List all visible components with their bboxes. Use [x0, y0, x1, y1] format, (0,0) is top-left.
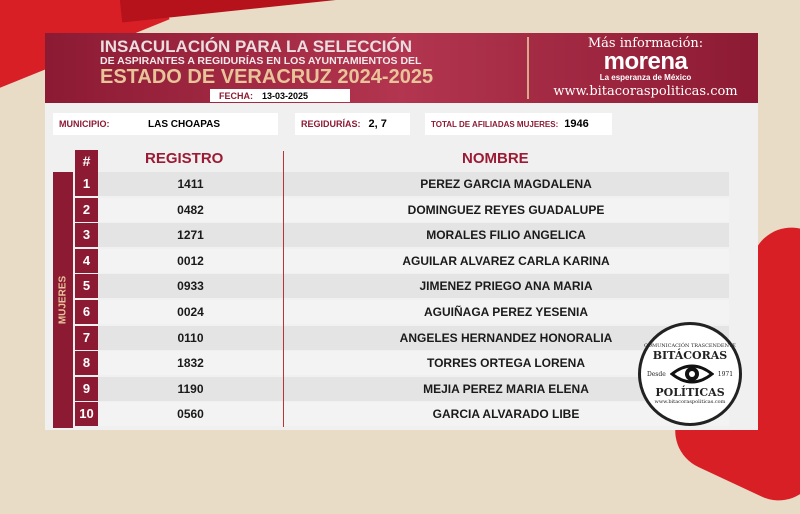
col-header-registro: REGISTRO: [145, 150, 224, 167]
row-nombre: GARCIA ALVARADO LIBE: [432, 407, 580, 422]
row-nombre: MORALES FILIO ANGELICA: [426, 228, 586, 243]
table-row: 6 0024 AGUIÑAGA PEREZ YESENIA: [75, 300, 729, 324]
row-number: 8: [75, 351, 98, 376]
row-nombre: AGUILAR ALVAREZ CARLA KARINA: [402, 253, 610, 268]
row-number: 7: [75, 325, 98, 350]
municipio-box: MUNICIPIO: LAS CHOAPAS: [53, 113, 278, 135]
bitacoras-seal-logo: COMUNICACIÓN TRASCENDENTE BITÁCORAS Desd…: [638, 322, 742, 426]
col-header-num: #: [75, 150, 98, 172]
column-divider: [283, 151, 284, 427]
row-number: 9: [75, 376, 98, 401]
seal-web: www.bitacoraspoliticas.com: [654, 399, 726, 405]
municipio-value: LAS CHOAPAS: [148, 118, 221, 130]
table-row: 1 1411 PEREZ GARCIA MAGDALENA: [75, 172, 729, 196]
row-registro: 0012: [177, 253, 204, 268]
table-row: 3 1271 MORALES FILIO ANGELICA: [75, 223, 729, 248]
row-registro: 0482: [177, 202, 204, 217]
row-nombre: DOMINGUEZ REYES GUADALUPE: [407, 202, 605, 217]
row-number: 10: [75, 402, 98, 427]
seal-year: 1971: [717, 370, 734, 378]
row-registro: 0110: [177, 330, 204, 345]
seal-top: COMUNICACIÓN TRASCENDENTE: [644, 343, 736, 349]
seal-name2: POLÍTICAS: [655, 386, 725, 399]
row-nombre: AGUIÑAGA PEREZ YESENIA: [423, 305, 589, 319]
seal-desde: Desde: [646, 370, 666, 378]
table-row: 10 0560 GARCIA ALVARADO LIBE: [75, 402, 729, 427]
regidurias-box: REGIDURÍAS: 2, 7: [295, 113, 410, 135]
subtitle: DE ASPIRANTES A REGIDURÍAS EN LOS AYUNTA…: [100, 55, 422, 67]
row-registro: 0560: [177, 407, 204, 422]
municipio-label: MUNICIPIO:: [59, 119, 110, 129]
regidurias-value: 2, 7: [368, 118, 387, 130]
seal-name1: BITÁCORAS: [652, 349, 728, 362]
row-registro: 1832: [177, 356, 204, 371]
date-label: FECHA:: [219, 90, 253, 101]
row-nombre: JIMENEZ PRIEGO ANA MARIA: [419, 279, 593, 294]
total-box: TOTAL DE AFILIADAS MUJERES: 1946: [425, 113, 612, 135]
title-state: ESTADO DE VERACRUZ 2024-2025: [100, 66, 434, 88]
website: www.bitacoraspoliticas.com: [553, 84, 738, 99]
table-row: 2 0482 DOMINGUEZ REYES GUADALUPE: [75, 197, 729, 222]
date-value: 13-03-2025: [262, 90, 309, 101]
row-registro: 1411: [177, 177, 204, 191]
row-number: 3: [75, 223, 98, 248]
row-registro: 0933: [177, 279, 204, 294]
results-panel: INSACULACIÓN PARA LA SELECCIÓN DE ASPIRA…: [45, 33, 758, 430]
group-text: MUJERES: [57, 275, 69, 325]
group-label: MUJERES: [53, 172, 73, 428]
row-nombre: TORRES ORTEGA LORENA: [426, 356, 585, 371]
table-row: 9 1190 MEJIA PEREZ MARIA ELENA: [75, 376, 729, 401]
row-nombre: MEJIA PEREZ MARIA ELENA: [423, 381, 589, 396]
more-info-text: Más información:: [587, 36, 704, 51]
row-number: 4: [75, 248, 98, 273]
table-row: 4 0012 AGUILAR ALVAREZ CARLA KARINA: [75, 248, 729, 273]
morena-logo: morena: [603, 48, 688, 75]
row-nombre: ANGELES HERNANDEZ HONORALIA: [399, 330, 613, 345]
eye-icon: [669, 364, 714, 384]
slogan: La esperanza de México: [599, 73, 692, 82]
table-row: 8 1832 TORRES ORTEGA LORENA: [75, 351, 729, 376]
title: INSACULACIÓN PARA LA SELECCIÓN: [100, 37, 412, 56]
row-registro: 1190: [177, 381, 204, 396]
row-number: 5: [75, 274, 98, 299]
row-number: 2: [75, 197, 98, 222]
row-number: 1: [75, 172, 98, 196]
date-box: FECHA: 13-03-2025: [210, 89, 350, 102]
table-row: 5 0933 JIMENEZ PRIEGO ANA MARIA: [75, 274, 729, 299]
info-block: Más información: morena La esperanza de …: [533, 36, 758, 99]
row-registro: 0024: [177, 305, 204, 319]
total-label: TOTAL DE AFILIADAS MUJERES:: [431, 119, 559, 129]
row-number: 6: [75, 300, 98, 324]
total-value: 1946: [564, 118, 589, 130]
row-nombre: PEREZ GARCIA MAGDALENA: [420, 177, 592, 191]
row-registro: 1271: [177, 228, 204, 243]
table-row: 7 0110 ANGELES HERNANDEZ HONORALIA: [75, 325, 729, 350]
regidurias-label: REGIDURÍAS:: [301, 119, 361, 129]
header-banner: INSACULACIÓN PARA LA SELECCIÓN DE ASPIRA…: [45, 33, 758, 103]
col-header-nombre: NOMBRE: [462, 150, 529, 167]
divider: [527, 37, 529, 99]
